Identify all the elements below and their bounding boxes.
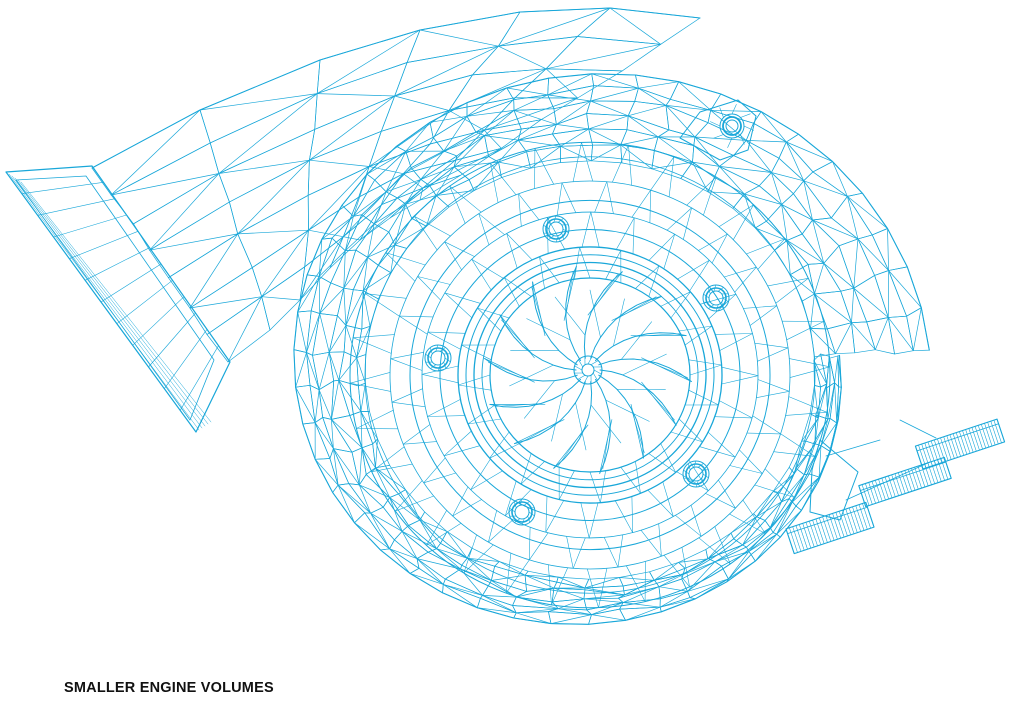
inlet-duct-mesh <box>91 7 701 363</box>
caption-text: SMALLER ENGINE VOLUMES <box>64 680 274 696</box>
gear-assembly <box>785 418 1006 555</box>
turbine-housing-mesh <box>293 73 930 625</box>
compressor-rings-mesh <box>349 141 831 609</box>
mounting-lug <box>679 99 757 161</box>
inlet-flange-mesh <box>5 165 231 433</box>
compressor-wheel-blades <box>484 266 692 474</box>
bolt-holes <box>424 215 730 526</box>
